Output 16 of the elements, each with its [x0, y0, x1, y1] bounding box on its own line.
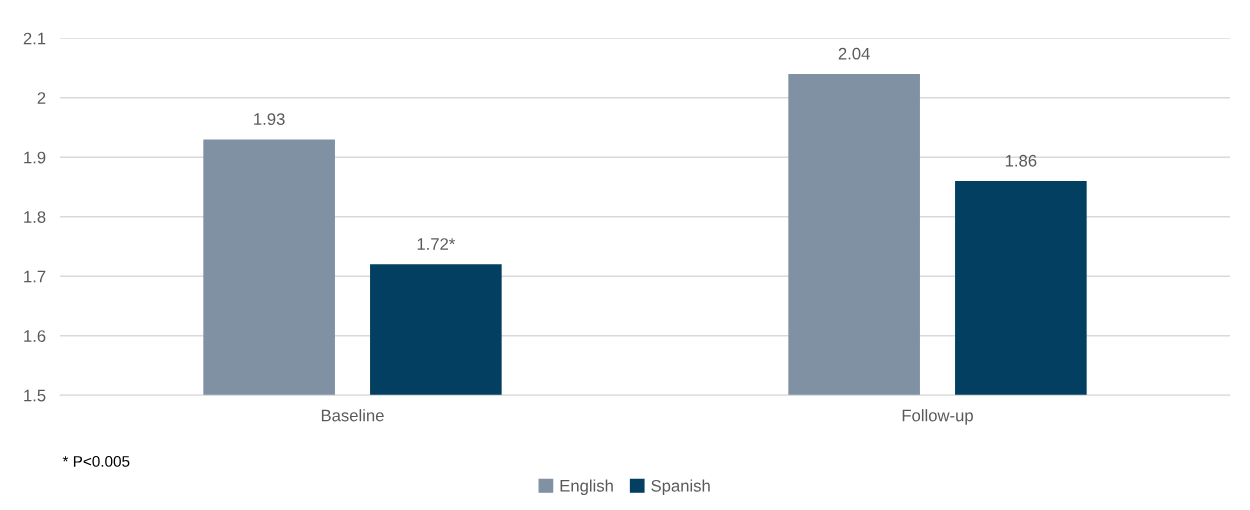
y-tick-label: 1.6: [24, 330, 46, 342]
x-tick-label: Baseline: [321, 409, 384, 422]
data-label: 2.04: [838, 47, 870, 60]
y-tick-label: 1.7: [24, 270, 46, 283]
x-tick-label: Follow-up: [902, 409, 973, 425]
y-tick-label: 1.8: [24, 211, 46, 223]
y-tick-label: 1.5: [24, 389, 46, 402]
data-label: 1.72*: [417, 238, 456, 250]
data-label: 1.93: [254, 113, 285, 125]
y-tick-label: 1.9: [24, 151, 46, 164]
y-tick-label: 2: [37, 92, 46, 104]
text: * P<0.005: [62, 455, 130, 467]
data-label: 1.86: [1005, 154, 1037, 167]
y-tick-label: 2.1: [23, 32, 46, 45]
legend-label: English: [560, 479, 613, 495]
legend-label: Spanish: [651, 479, 710, 495]
